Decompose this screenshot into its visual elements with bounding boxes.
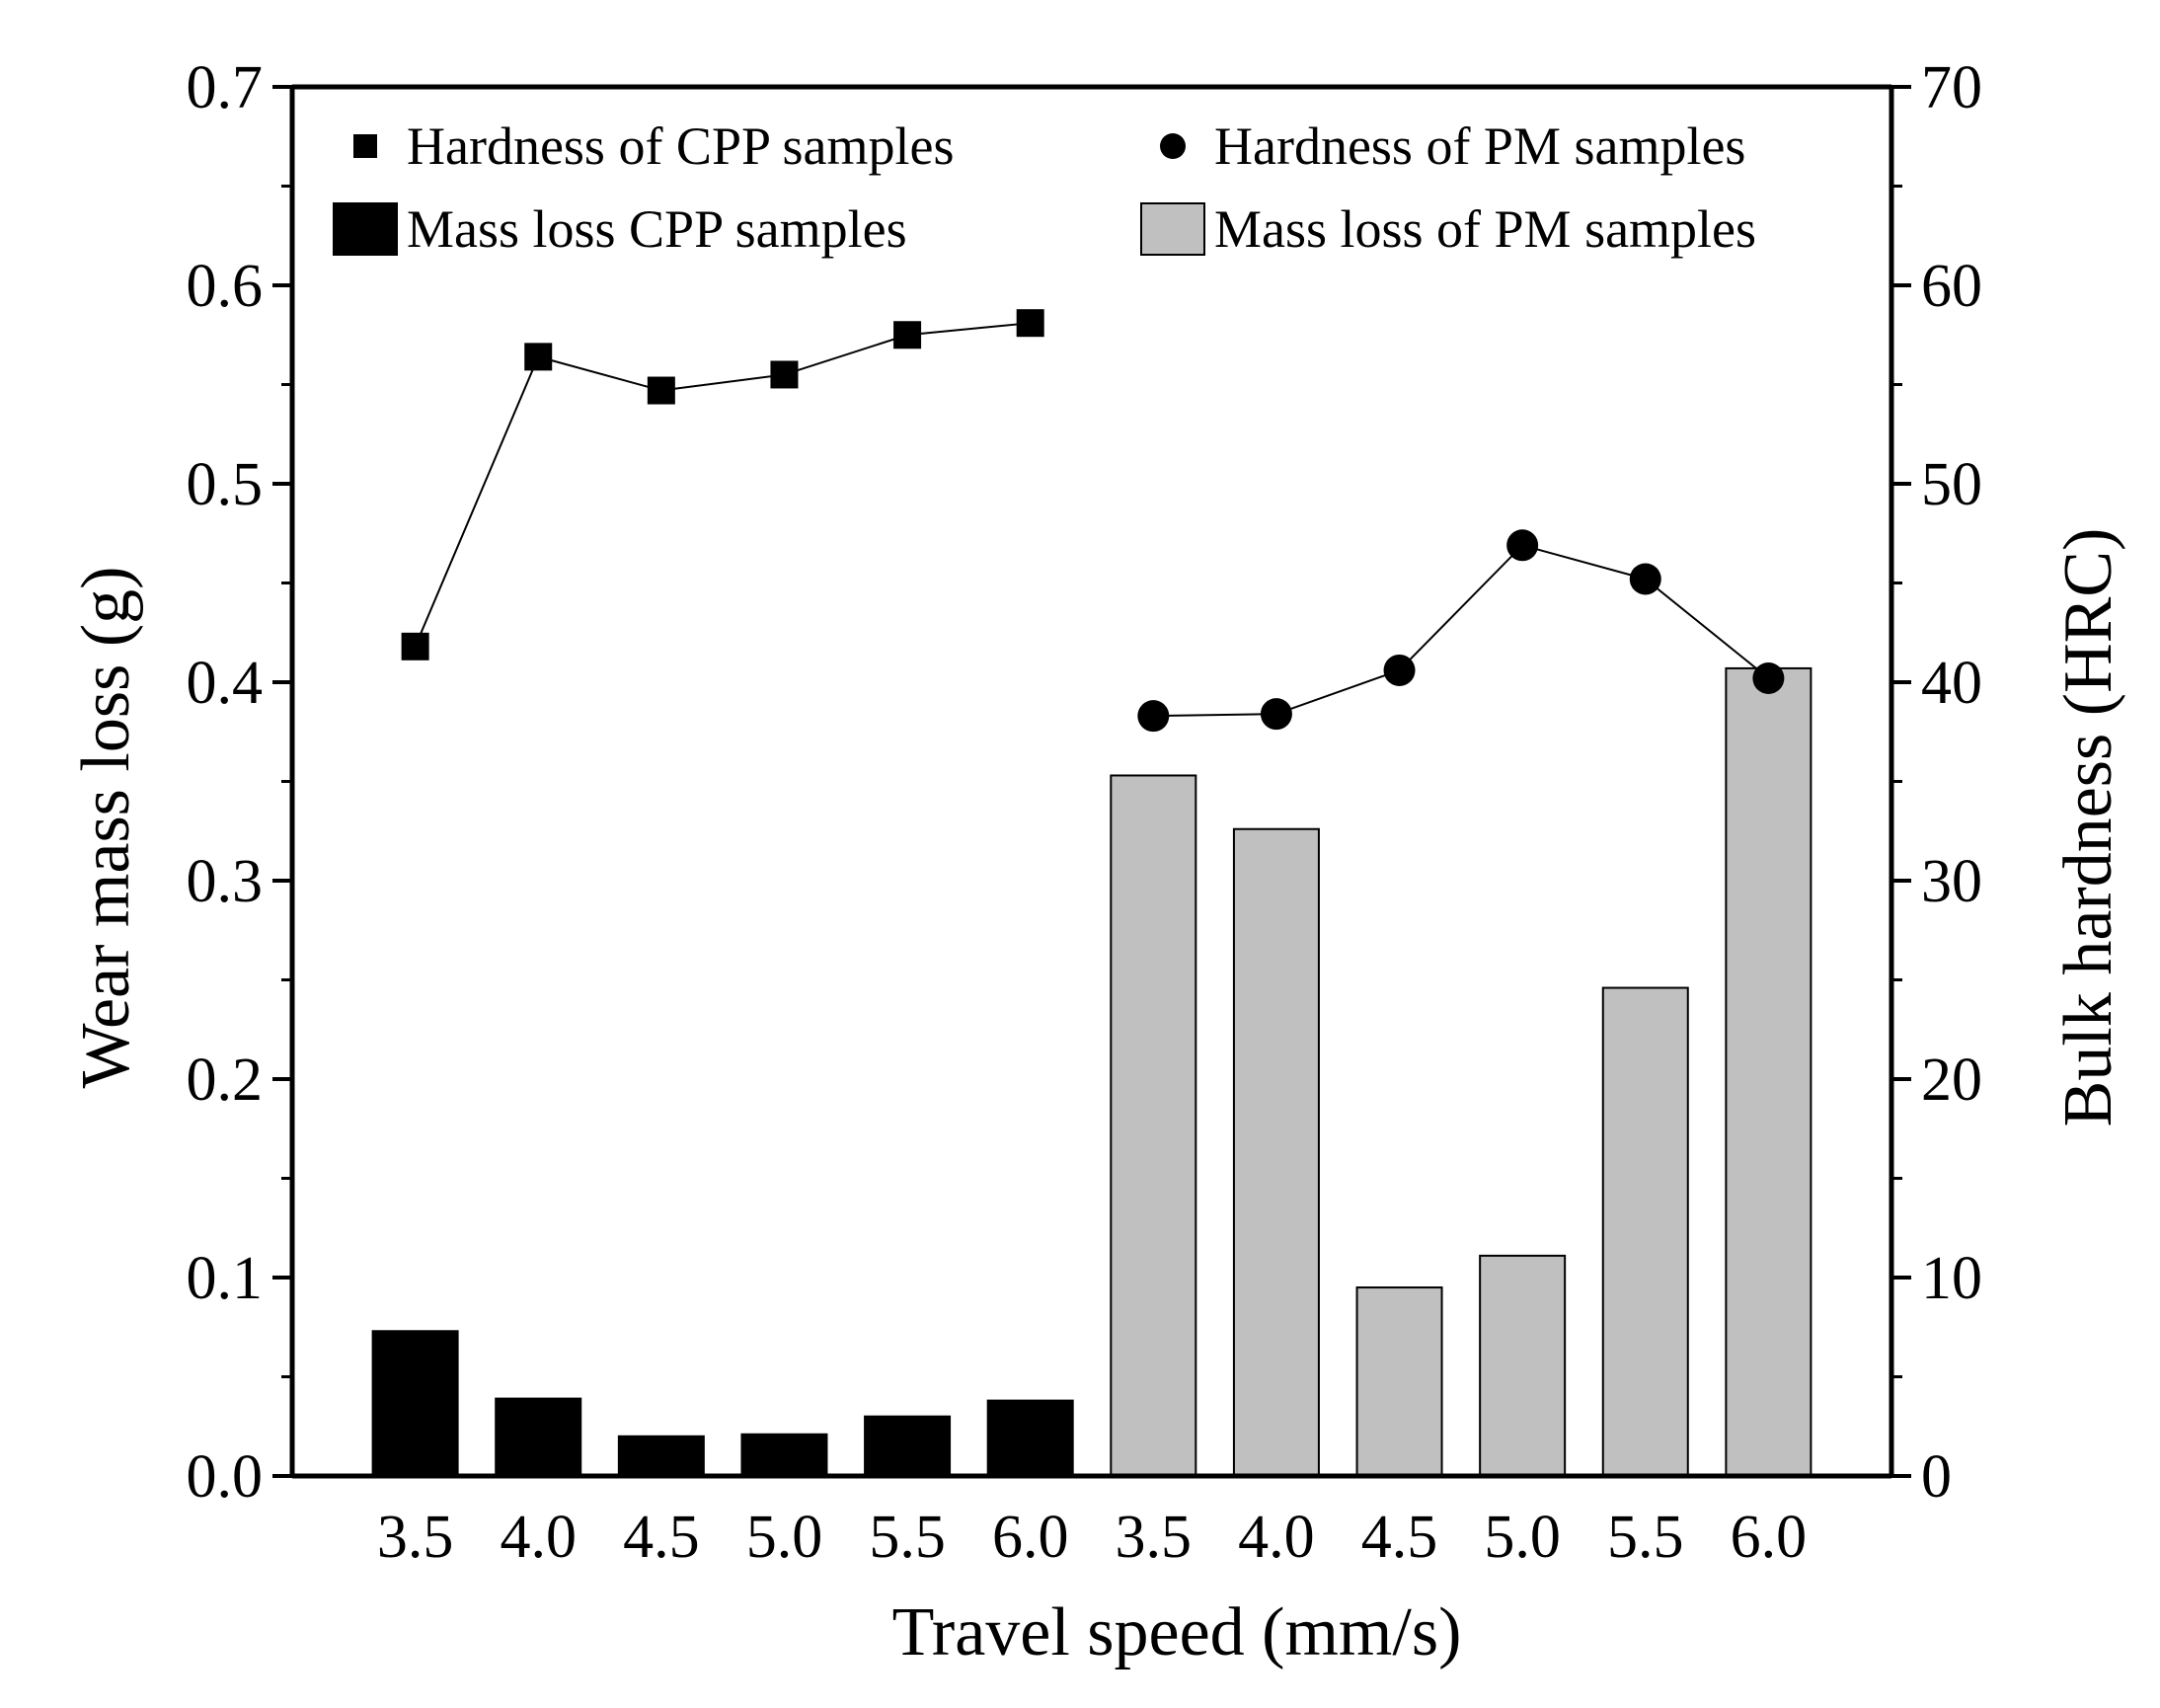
marker-pm-3	[1506, 529, 1539, 562]
bar-cpp-0	[371, 1330, 459, 1478]
line-cpp-hardness	[414, 322, 1031, 648]
bar-pm-5	[1725, 666, 1813, 1477]
legend-label: Mass loss of PM samples	[1214, 199, 1756, 259]
y2-tick-label: 30	[1921, 848, 1982, 915]
x-tick-label: 3.5	[1116, 1504, 1193, 1571]
legend: Hardness of CPP samples Hardness of PM sa…	[333, 116, 1756, 259]
x-tick-label: 4.5	[623, 1504, 700, 1571]
y-tick-label: 0.0	[187, 1443, 264, 1511]
bar-pm-3	[1479, 1254, 1567, 1478]
y-tick-label: 0.5	[187, 451, 264, 518]
x-axis-title: Travel speed (mm/s)	[892, 1594, 1462, 1670]
y2-tick-label: 70	[1921, 54, 1982, 121]
x-tick-label: 6.0	[1731, 1504, 1808, 1571]
legend-swatch-cpp-hardness	[353, 134, 377, 158]
y2-tick-label: 50	[1921, 451, 1982, 518]
y-tick-label: 0.7	[187, 54, 264, 121]
y-tick-label: 0.6	[187, 253, 264, 320]
bar-cpp-1	[495, 1397, 582, 1477]
legend-swatch-pm-hardness	[1160, 133, 1186, 159]
marker-cpp-0	[401, 632, 429, 660]
marker-cpp-2	[647, 376, 675, 405]
bar-cpp-4	[864, 1415, 952, 1477]
y2-tick-label: 20	[1921, 1047, 1982, 1114]
bar-pm-2	[1355, 1286, 1443, 1478]
bar-cpp-5	[986, 1399, 1074, 1477]
y-tick-label: 0.2	[187, 1047, 264, 1114]
legend-label: Hardness of CPP samples	[407, 116, 954, 176]
bars-layer	[371, 666, 1813, 1478]
x-tick-label: 3.5	[377, 1504, 454, 1571]
y2-tick-label: 10	[1921, 1245, 1982, 1312]
x-tick-label: 6.0	[992, 1504, 1069, 1571]
x-tick-label: 5.0	[1484, 1504, 1561, 1571]
marker-cpp-5	[1016, 309, 1044, 338]
y-tick-label: 0.4	[187, 650, 264, 717]
bar-pm-1	[1232, 827, 1320, 1477]
x-tick-label: 4.0	[500, 1504, 577, 1571]
x-tick-label: 5.5	[1607, 1504, 1684, 1571]
x-tick-label: 5.0	[746, 1504, 823, 1571]
line-pm-hardness	[1153, 544, 1770, 718]
y2-tick-label: 40	[1921, 650, 1982, 717]
tick-labels-layer: 0.0 0.1 0.2 0.3 0.4 0.5 0.6 0.7 0 10 20 30 40 50 60 70 3…	[187, 54, 1983, 1571]
marker-cpp-4	[893, 321, 922, 349]
hardness-markers-layer	[401, 309, 1785, 733]
y-axis-title: Wear mass loss (g)	[68, 567, 144, 1089]
x-tick-label: 4.0	[1238, 1504, 1315, 1571]
marker-pm-1	[1260, 698, 1292, 731]
legend-swatch-pm-mass-loss	[1140, 202, 1205, 256]
bar-cpp-3	[740, 1433, 828, 1478]
y-tick-label: 0.3	[187, 848, 264, 915]
marker-pm-5	[1752, 661, 1785, 694]
bar-cpp-2	[617, 1435, 705, 1478]
legend-label: Mass loss CPP samples	[407, 199, 907, 259]
legend-swatch-cpp-mass-loss	[333, 202, 398, 256]
y2-tick-label: 60	[1921, 253, 1982, 320]
y2-tick-label: 0	[1921, 1443, 1952, 1511]
hardness-lines-layer	[414, 322, 1770, 718]
marker-cpp-3	[770, 360, 799, 389]
x-tick-label: 4.5	[1361, 1504, 1438, 1571]
y-tick-label: 0.1	[187, 1245, 264, 1312]
axes-layer	[272, 84, 1911, 1479]
y2-axis-title: Bulk hardness (HRC)	[2050, 528, 2126, 1127]
bar-pm-0	[1110, 774, 1197, 1477]
bar-pm-4	[1601, 986, 1689, 1477]
legend-label: Hardness of PM samples	[1214, 116, 1745, 176]
marker-pm-0	[1137, 700, 1170, 733]
marker-pm-2	[1383, 654, 1416, 686]
marker-cpp-1	[524, 343, 553, 371]
marker-pm-4	[1629, 563, 1661, 595]
x-tick-label: 5.5	[869, 1504, 946, 1571]
